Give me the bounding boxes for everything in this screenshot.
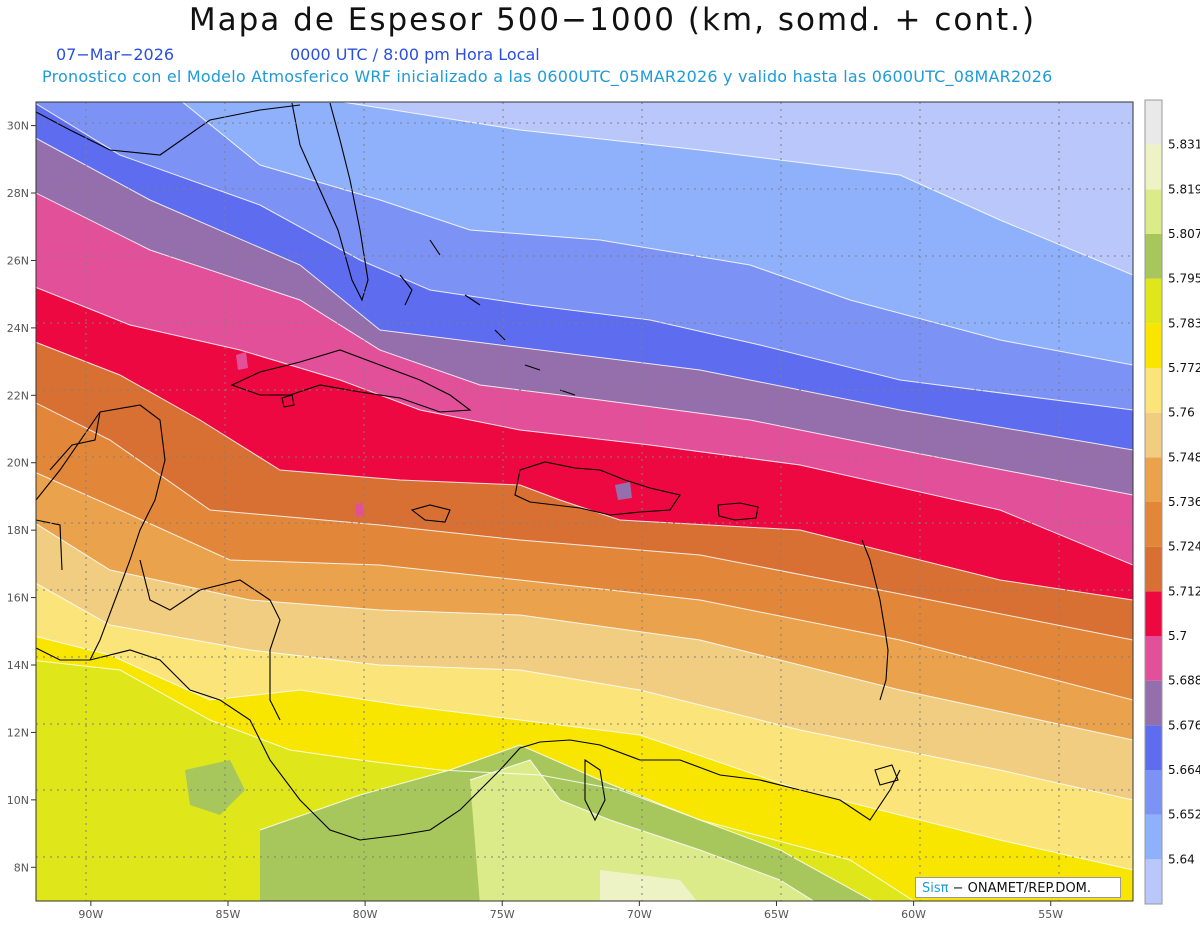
- trinidad: [874, 764, 899, 786]
- colorbar-label: 5.676: [1168, 718, 1200, 732]
- lat-label: 10N: [7, 794, 29, 807]
- colorbar-label: 5.64: [1168, 852, 1195, 866]
- forecast-time: 0000 UTC / 8:00 pm Hora Local: [290, 45, 540, 64]
- lat-label: 16N: [7, 592, 29, 605]
- colorbar-swatch: [1145, 770, 1162, 815]
- map-frame: [35, 101, 1134, 902]
- florida: [291, 102, 369, 302]
- hispaniola: [514, 461, 681, 516]
- lat-label: 28N: [7, 187, 29, 200]
- latitude-axis: 30N 28N 26N 24N 22N 20N 18N 16N 14N 12N 10N 8N: [7, 120, 36, 874]
- maracaibo: [584, 758, 606, 822]
- us-gulf: [36, 104, 301, 156]
- colorbar-label: 5.819: [1168, 182, 1200, 196]
- colorbar-swatch: [1145, 412, 1162, 458]
- lat-label: 18N: [7, 524, 29, 537]
- colorbar-swatch: [1145, 502, 1162, 547]
- colorbar-label: 5.795: [1168, 272, 1200, 286]
- jamaica: [410, 504, 451, 523]
- colorbar-swatch: [1145, 323, 1162, 368]
- patch-dr: [615, 482, 632, 500]
- colorbar-swatch: [1145, 368, 1162, 413]
- colorbar-label: 5.7: [1168, 629, 1187, 643]
- lat-label: 20N: [7, 457, 29, 470]
- colorbar-label: 5.831: [1168, 138, 1200, 152]
- colorbar-label: 5.783: [1168, 316, 1200, 330]
- yucatan: [49, 411, 101, 471]
- lon-label: 60W: [901, 908, 926, 921]
- contour-lines: [36, 102, 1133, 901]
- credit-box: Sisπ − ONAMET/REP.DOM.: [915, 877, 1121, 898]
- thickness-field: [36, 102, 1133, 901]
- sispi-logo: Sisπ: [922, 881, 949, 896]
- colorbar-swatch: [1145, 546, 1162, 592]
- colorbar-label: 5.748: [1168, 450, 1200, 464]
- lat-label: 30N: [7, 120, 29, 133]
- lat-label: 8N: [14, 861, 29, 874]
- colorbar-swatch: [1145, 278, 1162, 324]
- colorbar-swatch: [1145, 591, 1162, 636]
- colorbar-swatch: [1145, 680, 1162, 726]
- colorbar-swatch: [1145, 457, 1162, 502]
- bahamas: [399, 239, 576, 396]
- colorbar-label: 5.736: [1168, 495, 1200, 509]
- lat-label: 22N: [7, 389, 29, 402]
- graticule: [36, 102, 1133, 901]
- forecast-date: 07−Mar−2026: [56, 45, 175, 64]
- colorbar-swatch: [1145, 100, 1162, 145]
- colorbar-frame: [1144, 99, 1163, 905]
- colorbar-swatch: [1145, 725, 1162, 770]
- colorbar-swatch: [1145, 636, 1162, 681]
- lon-label: 55W: [1038, 908, 1063, 921]
- isla-juventud: [281, 394, 295, 408]
- colorbar-label: 5.807: [1168, 227, 1200, 241]
- colorbar-swatch: [1145, 144, 1162, 190]
- colorbar-label: 5.772: [1168, 361, 1200, 375]
- lon-label: 70W: [627, 908, 652, 921]
- lon-label: 85W: [216, 908, 241, 921]
- lon-label: 90W: [78, 908, 103, 921]
- colorbar-label: 5.712: [1168, 584, 1200, 598]
- colorbar-swatch: [1145, 859, 1162, 904]
- lat-label: 26N: [7, 254, 29, 267]
- lat-label: 24N: [7, 322, 29, 335]
- colorbar-label: 5.688: [1168, 674, 1200, 688]
- band-5831: [600, 870, 697, 901]
- map-title: Mapa de Espesor 500−1000 (km, somd. + co…: [188, 2, 1037, 38]
- south-america: [519, 739, 901, 821]
- credit-org: − ONAMET/REP.DOM.: [952, 881, 1092, 896]
- puerto-rico: [717, 502, 759, 521]
- colorbar: 5.64 5.652 5.664 5.676 5.688 5.7 5.712 5.724 5.7…: [1144, 99, 1200, 905]
- colorbar-label: 5.76: [1168, 406, 1195, 420]
- colorbar-swatch: [1145, 814, 1162, 860]
- lon-label: 65W: [764, 908, 789, 921]
- colorbar-label: 5.652: [1168, 808, 1200, 822]
- cuba: [230, 349, 472, 413]
- gulf-coast: [36, 404, 166, 661]
- colorbar-label: 5.664: [1168, 763, 1200, 777]
- lon-label: 75W: [490, 908, 515, 921]
- patch-cuba-island: [355, 502, 364, 517]
- colorbar-label: 5.724: [1168, 540, 1200, 554]
- longitude-axis: 90W 85W 80W 75W 70W 65W 60W 55W: [78, 901, 1063, 921]
- patch-green-central-america: [185, 760, 245, 815]
- lesser-antilles: [861, 539, 889, 701]
- lat-label: 12N: [7, 726, 29, 739]
- colorbar-swatch: [1145, 189, 1162, 234]
- patch-cuba-west: [236, 352, 248, 370]
- lat-label: 14N: [7, 659, 29, 672]
- forecast-description: Pronostico con el Modelo Atmosferico WRF…: [42, 67, 1053, 86]
- mexico-interior: [36, 519, 90, 661]
- lon-label: 80W: [353, 908, 378, 921]
- colorbar-swatch: [1145, 234, 1162, 279]
- coastlines: [36, 102, 901, 841]
- central-america: [89, 649, 521, 841]
